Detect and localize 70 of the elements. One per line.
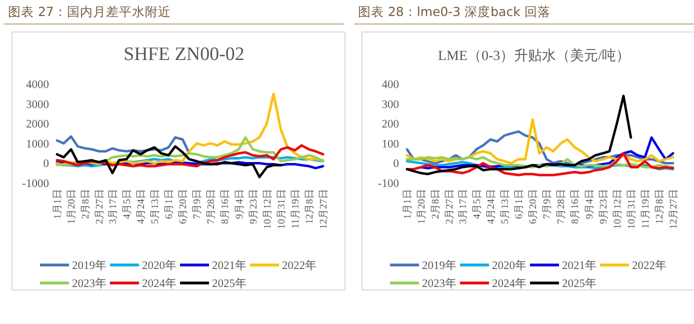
legend-label: 2025年 <box>212 277 247 290</box>
legend-label: 2021年 <box>562 259 597 272</box>
x-tick-label: 2月27日 <box>94 189 106 224</box>
x-tick-label: 6月20日 <box>528 189 540 224</box>
chart-title: 图表 28：lme0-3 深度back 回落 <box>358 4 550 19</box>
chart-title: 图表 27：国内月差平水附近 <box>8 4 171 19</box>
x-tick-label: 9月4日 <box>234 189 246 219</box>
legend-label: 2023年 <box>72 277 107 290</box>
legend-label: 2022年 <box>282 259 317 272</box>
x-tick-label: 4月24日 <box>136 189 147 224</box>
x-tick-label: 9月4日 <box>584 189 596 219</box>
chart-subtitle: SHFE ZN00-02 <box>124 44 244 65</box>
x-tick-label: 10月31日 <box>276 189 288 229</box>
y-tick-label: -1000 <box>22 178 50 190</box>
x-tick-label: 10月12日 <box>612 189 624 229</box>
y-tick-label: 3000 <box>26 98 50 111</box>
x-tick-label: 4月5日 <box>472 189 483 219</box>
x-tick-label: 1月20日 <box>416 189 428 224</box>
y-tick-label: 200 <box>382 118 400 131</box>
x-tick-label: 1月1日 <box>52 189 64 219</box>
x-tick-label: 1月20日 <box>66 189 78 224</box>
x-tick-label: 7月9日 <box>542 189 554 219</box>
legend-label: 2022年 <box>632 259 667 272</box>
y-tick-label: 0 <box>43 158 50 170</box>
x-tick-label: 12月27日 <box>318 189 330 229</box>
x-tick-label: 6月1日 <box>514 189 526 219</box>
legend-label: 2021年 <box>212 259 247 272</box>
x-tick-label: 10月12日 <box>262 189 274 229</box>
x-tick-label: 3月17日 <box>108 189 119 224</box>
x-tick-label: 11月19日 <box>290 189 302 229</box>
y-tick-label: 4000 <box>26 79 50 91</box>
x-tick-label: 10月31日 <box>626 189 638 229</box>
x-tick-label: 6月1日 <box>164 189 176 219</box>
y-tick-label: 2000 <box>26 118 50 131</box>
x-tick-label: 12月27日 <box>668 189 680 229</box>
x-tick-label: 6月20日 <box>178 189 190 224</box>
x-tick-label: 12月8日 <box>654 189 666 224</box>
legend-label: 2024年 <box>142 277 177 290</box>
x-tick-label: 12月8日 <box>304 189 316 224</box>
x-tick-label: 7月28日 <box>206 189 218 224</box>
x-tick-label: 8月16日 <box>570 189 582 224</box>
x-tick-label: 7月9日 <box>192 189 204 219</box>
y-tick-label: 400 <box>382 79 400 91</box>
chart-subtitle: LME（0-3）升贴水（美元/吨） <box>438 48 630 64</box>
x-tick-label: 2月8日 <box>430 189 442 219</box>
x-tick-label: 3月17日 <box>458 189 469 224</box>
legend-label: 2024年 <box>492 277 527 290</box>
x-tick-label: 8月16日 <box>220 189 232 224</box>
legend-label: 2019年 <box>72 259 107 272</box>
y-tick-label: -100 <box>378 178 400 190</box>
x-tick-label: 1月1日 <box>402 189 414 219</box>
y-tick-label: 0 <box>393 158 400 170</box>
x-tick-label: 2月27日 <box>444 189 456 224</box>
y-tick-label: 300 <box>382 98 400 111</box>
x-tick-label: 5月13日 <box>150 189 162 224</box>
y-tick-label: 1000 <box>26 138 50 150</box>
x-tick-label: 2月8日 <box>80 189 92 219</box>
x-tick-label: 4月24日 <box>486 189 497 224</box>
x-tick-label: 4月5日 <box>122 189 133 219</box>
legend-label: 2023年 <box>422 277 457 290</box>
legend-label: 2025年 <box>562 277 597 290</box>
x-tick-label: 5月13日 <box>500 189 512 224</box>
x-tick-label: 9月23日 <box>598 189 610 224</box>
y-tick-label: 100 <box>382 138 400 150</box>
legend-label: 2019年 <box>422 259 457 272</box>
legend-label: 2020年 <box>492 259 527 272</box>
x-tick-label: 7月28日 <box>556 189 568 224</box>
legend-label: 2020年 <box>142 259 177 272</box>
x-tick-label: 11月19日 <box>640 189 652 229</box>
x-tick-label: 9月23日 <box>248 189 260 224</box>
